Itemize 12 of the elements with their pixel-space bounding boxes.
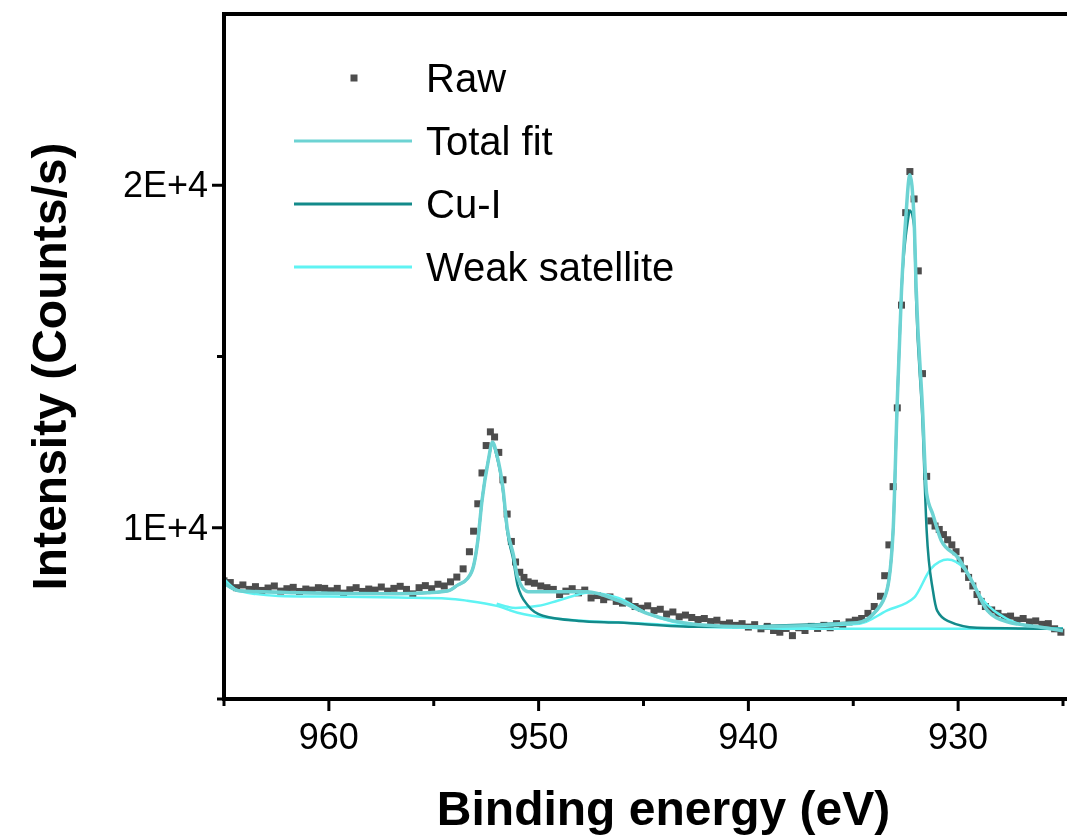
y-tick-label: 1E+4 bbox=[122, 506, 208, 548]
legend-label: Weak satellite bbox=[426, 245, 675, 289]
y-axis-title: Intensity (Counts/s) bbox=[23, 142, 76, 591]
x-axis-title: Binding energy (eV) bbox=[436, 782, 891, 835]
y-tick-label: 2E+4 bbox=[122, 164, 208, 206]
x-tick-label: 950 bbox=[508, 716, 569, 757]
legend-label: Raw bbox=[426, 56, 507, 100]
x-tick-label: 930 bbox=[928, 716, 989, 757]
legend-label: Cu-I bbox=[426, 182, 502, 226]
legend-label: Total fit bbox=[426, 119, 553, 163]
x-tick-label: 960 bbox=[298, 716, 359, 757]
x-tick-label: 940 bbox=[718, 716, 779, 757]
